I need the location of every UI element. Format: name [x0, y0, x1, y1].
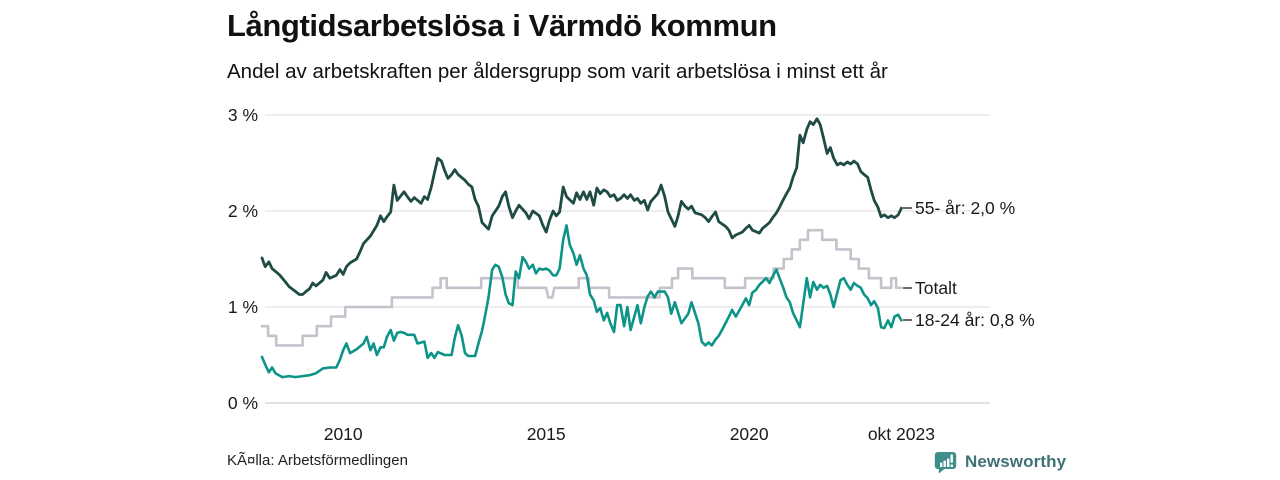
x-axis-tick-label: 2020	[729, 424, 769, 444]
series-line-totalt	[260, 228, 903, 347]
series-end-label-totalt: Totalt	[903, 277, 957, 299]
series-line-18-24-r	[260, 224, 903, 379]
series-line-55-r	[260, 117, 903, 296]
legend-label-text: Totalt	[915, 277, 957, 298]
newsworthy-chart-bubble-icon	[934, 452, 957, 474]
legend-label-text: 55- år: 2,0 %	[915, 198, 1016, 219]
source-note: KÃ¤lla: Arbetsförmedlingen	[227, 452, 408, 469]
y-axis-tick-label: 2 %	[227, 201, 258, 221]
y-axis-tick-label: 3 %	[227, 105, 258, 125]
chart-subtitle: Andel av arbetskraften per åldersgrupp s…	[227, 60, 888, 83]
x-axis-tick-label: okt 2023	[867, 424, 935, 444]
x-axis-tick-label: 2010	[323, 424, 363, 444]
y-axis-tick-label: 1 %	[227, 297, 258, 317]
page-title: Långtidsarbetslösa i Värmdö kommun	[227, 8, 777, 43]
newsworthy-logo-text: Newsworthy	[965, 452, 1067, 471]
legend-dash-icon	[903, 207, 912, 210]
legend-dash-icon	[903, 286, 912, 289]
legend-dash-icon	[903, 319, 912, 322]
series-end-label-55-r: 55- år: 2,0 %	[903, 197, 1015, 219]
x-axis-tick-label: 2015	[526, 424, 566, 444]
y-axis-tick-label: 0 %	[227, 393, 258, 413]
newsworthy-logo: Newsworthy	[934, 450, 1066, 474]
legend-label-text: 18-24 år: 0,8 %	[915, 310, 1035, 331]
series-end-label-18-24-r: 18-24 år: 0,8 %	[903, 309, 1035, 331]
